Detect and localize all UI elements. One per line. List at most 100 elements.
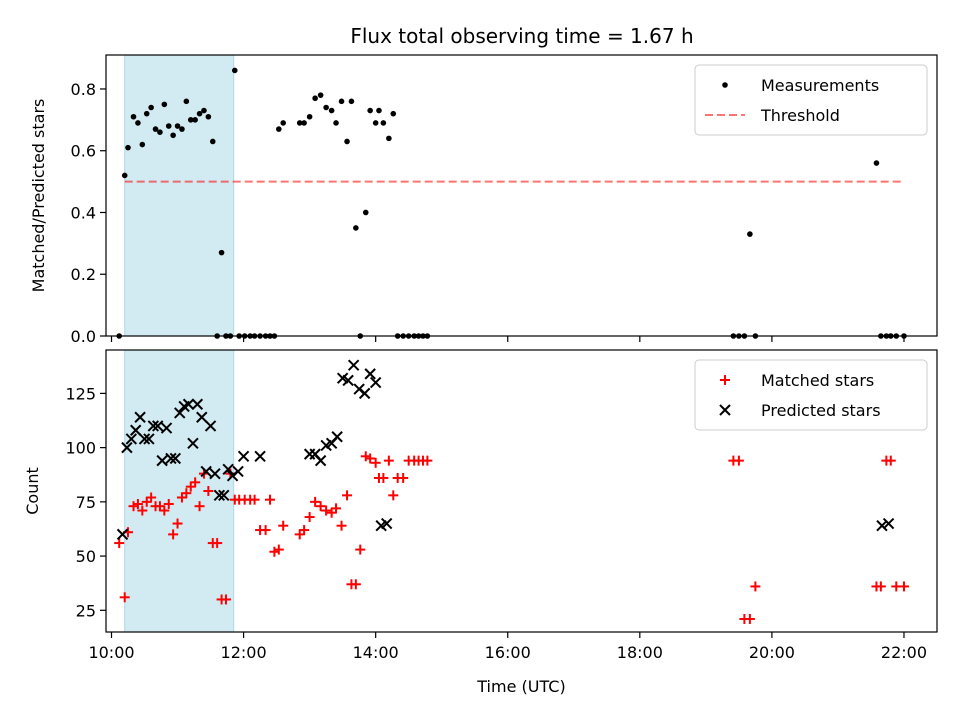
measurement-point: [183, 98, 190, 105]
matched-stars-point: [176, 492, 187, 503]
measurement-point: [196, 110, 203, 117]
predicted-stars-point: [222, 463, 234, 476]
matched-stars-point: [310, 496, 321, 507]
predicted-stars-point-b: [200, 465, 212, 478]
measurement-point: [312, 95, 318, 102]
predicted-stars-point-b: [358, 387, 371, 400]
matched-stars-point: [383, 455, 394, 466]
measurement-point: [372, 120, 379, 126]
predicted-stars-point-b: [187, 437, 199, 449]
y-tick-label: 0.8: [71, 80, 96, 99]
predicted-stars-point-b: [347, 359, 360, 371]
y-tick-label: 0.2: [71, 265, 96, 284]
matched-stars-point: [331, 503, 342, 514]
y-axis-label: Matched/Predicted stars: [29, 99, 48, 293]
predicted-stars-point-b: [165, 452, 177, 465]
predicted-stars-point: [138, 433, 151, 445]
legend-frame: [694, 64, 928, 136]
measurement-point: [192, 117, 198, 123]
y-axis-label: Count: [23, 467, 42, 515]
measurement-point: [148, 104, 154, 111]
matched-stars-point: [315, 501, 326, 512]
x-tick-label: 22:00: [881, 643, 927, 662]
predicted-stars-point: [369, 376, 382, 389]
matched-stars-point: [321, 505, 332, 516]
legend-predicted-swatch-b: [719, 404, 731, 416]
predicted-stars-point-b: [336, 372, 349, 384]
matched-stars-point: [875, 581, 886, 592]
matched-stars-point: [168, 529, 179, 540]
y-tick-label: 100: [65, 439, 96, 458]
matched-stars-point: [898, 581, 909, 592]
predicted-stars-point: [254, 450, 266, 462]
matched-stars-point: [299, 525, 310, 536]
measurement-point: [135, 120, 141, 126]
measurement-point: [130, 113, 137, 120]
x-tick-label: 18:00: [617, 643, 663, 662]
legend: Matched stars Predicted stars: [694, 359, 928, 431]
predicted-stars-point: [364, 368, 376, 380]
x-tick-label: 16:00: [485, 643, 531, 662]
predicted-stars-point-b: [121, 441, 133, 454]
predicted-stars-point-b: [237, 450, 250, 462]
x-tick-label: 14:00: [353, 643, 399, 662]
measurement-point: [139, 141, 146, 148]
predicted-stars-point-b: [143, 433, 155, 445]
predicted-stars-point: [314, 454, 327, 467]
measurement-point: [121, 172, 128, 179]
measurement-point: [367, 107, 373, 114]
matched-stars-point: [132, 499, 143, 510]
predicted-stars-point: [156, 454, 168, 467]
legend-measurement-swatch: [722, 82, 728, 88]
matched-stars-point: [260, 525, 271, 536]
measurement-point: [353, 225, 359, 231]
predicted-stars-point-b: [204, 420, 217, 432]
matched-stars-point: [360, 451, 371, 462]
matched-stars-point: [304, 512, 315, 523]
predicted-stars-point: [237, 450, 250, 462]
matched-stars-point: [378, 472, 389, 483]
bottom-panel: 10:00 12:00 14:00 16:00 18:00 20:00 22:00 25 50 7…: [23, 349, 938, 696]
predicted-stars-point: [209, 467, 221, 480]
matched-stars-point: [141, 496, 152, 507]
predicted-stars-point-b: [191, 398, 204, 410]
measurement-point: [143, 110, 150, 117]
shaded-span: [124, 349, 235, 633]
predicted-stars-point: [191, 398, 204, 410]
predicted-stars-point: [232, 465, 244, 478]
predicted-stars-point: [303, 448, 316, 460]
predicted-stars-point-b: [314, 454, 327, 467]
y-tick-label: 0.0: [71, 327, 96, 346]
matched-stars-point: [294, 529, 305, 540]
x-tick-label: 20:00: [749, 643, 795, 662]
y-tick-label: 0.4: [71, 203, 96, 222]
matched-stars-point: [119, 592, 130, 603]
y-tick-label: 125: [65, 384, 96, 403]
predicted-stars-point: [218, 489, 230, 502]
predicted-stars-point: [130, 424, 142, 436]
matched-stars-point: [388, 490, 399, 501]
y-tick-label: 50: [76, 547, 96, 566]
measurement-point: [338, 98, 345, 105]
predicted-stars-point-b: [160, 422, 173, 434]
measurement-point: [376, 107, 382, 114]
matched-stars-point: [220, 594, 231, 605]
matched-stars-point: [365, 453, 376, 464]
measurement-point: [328, 107, 335, 114]
legend-label: Matched stars: [761, 371, 874, 390]
axes-frame: [105, 54, 938, 337]
predicted-stars-point-b: [218, 489, 230, 502]
measurement-point: [348, 98, 355, 105]
y-tick-label: 0.6: [71, 142, 96, 161]
measurement-point: [386, 135, 392, 142]
predicted-stars-point-b: [882, 517, 895, 530]
legend: Measurements Threshold: [694, 64, 928, 136]
predicted-stars-point-b: [156, 454, 168, 467]
measurement-point: [380, 120, 387, 126]
measurement-point: [296, 120, 303, 126]
predicted-stars-point: [882, 517, 895, 530]
x-axis-label: Time (UTC): [476, 677, 565, 696]
predicted-stars-point: [143, 433, 155, 445]
predicted-stars-point-b: [138, 433, 151, 445]
y-tick-label: 75: [76, 493, 96, 512]
